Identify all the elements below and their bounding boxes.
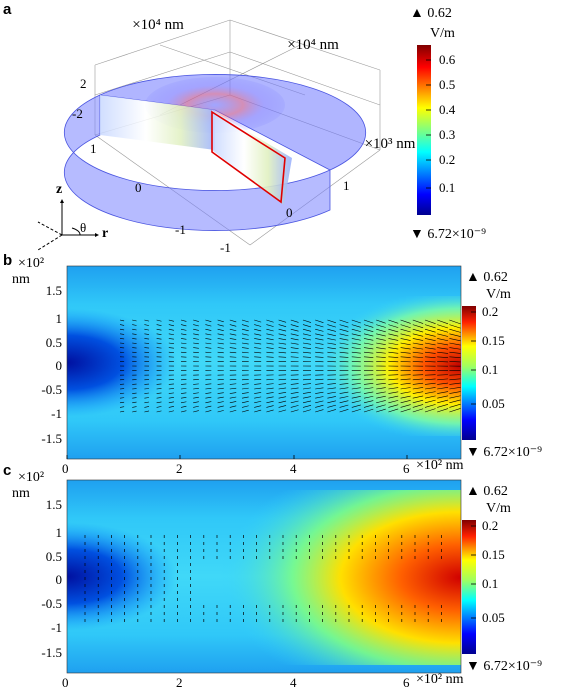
panel-b-colorbar-max: ▲ 0.62 — [466, 270, 508, 286]
panel-c-colorbar-unit: V/m — [486, 501, 511, 517]
panel-a-y-tick: 1 — [343, 178, 350, 194]
panel-c-x-unit: ×10² nm — [416, 672, 463, 688]
panel-b-y-tick: -0.5 — [30, 382, 62, 398]
panel-a-colorbar-unit: V/m — [430, 26, 455, 42]
coord-theta-label: θ — [80, 220, 86, 236]
panel-a-y-tick: -1 — [220, 240, 231, 256]
panel-a-3d-plot — [38, 20, 431, 250]
panel-a-z-tick: 2 — [80, 76, 87, 92]
panel-a-colorbar-tick: 0.1 — [439, 180, 455, 196]
coordinate-axes — [38, 200, 98, 250]
panel-c-x-tick: 0 — [62, 675, 69, 691]
panel-b-x-tick: 0 — [62, 461, 69, 477]
panel-b-y-tick: 0 — [36, 358, 62, 374]
panel-a-colorbar-max: ▲ 0.62 — [410, 6, 452, 22]
panel-a-y-tick: 0 — [286, 205, 293, 221]
panel-a-colorbar-min: ▼ 6.72×10⁻⁹ — [410, 226, 486, 243]
panel-b-colorbar-unit: V/m — [486, 287, 511, 303]
panel-a-z-tick: -2 — [72, 106, 83, 122]
panel-b-x-tick: 4 — [290, 461, 297, 477]
panel-c-colorbar-min: ▼ 6.72×10⁻⁹ — [466, 658, 542, 675]
panel-b-x-tick: 2 — [176, 461, 183, 477]
panel-a-colorbar-tick: 0.5 — [439, 77, 455, 93]
panel-a-z-unit: ×10³ nm — [360, 137, 420, 152]
panel-b-map — [67, 266, 476, 459]
panel-b-colorbar-tick: 0.2 — [482, 304, 498, 320]
panel-c-y-tick: 1 — [36, 525, 62, 541]
panel-c-y-tick: 0.5 — [36, 549, 62, 565]
panel-c-colorbar-tick: 0.15 — [482, 547, 505, 563]
panel-a-x-tick: -1 — [175, 222, 186, 238]
panel-b-colorbar-tick: 0.15 — [482, 333, 505, 349]
panel-b-y-tick: 1 — [36, 311, 62, 327]
panel-c-y-tick: -1.5 — [30, 645, 62, 661]
panel-a-y-unit: ×10⁴ nm — [283, 38, 343, 53]
panel-a-x-tick: 0 — [135, 180, 142, 196]
panel-b-y-tick: 1.5 — [36, 283, 62, 299]
panel-c-colorbar-tick: 0.05 — [482, 610, 505, 626]
panel-c-colorbar-tick: 0.1 — [482, 576, 498, 592]
panel-c-colorbar-max: ▲ 0.62 — [466, 484, 508, 500]
panel-b-y-tick: 0.5 — [36, 335, 62, 351]
panel-b-x-tick: 6 — [403, 461, 410, 477]
panel-b-y-unit: nm — [12, 272, 30, 288]
panel-c-map — [67, 480, 476, 673]
panel-c-x-tick: 4 — [290, 675, 297, 691]
panel-b-colorbar-tick: 0.05 — [482, 396, 505, 412]
panel-c-x-tick: 6 — [403, 675, 410, 691]
panel-a-colorbar-tick: 0.3 — [439, 127, 455, 143]
panel-b-colorbar — [462, 306, 476, 440]
panel-c-y-tick: 1.5 — [36, 497, 62, 513]
coord-z-label: z — [56, 182, 62, 198]
panel-a-x-tick: 1 — [90, 141, 97, 157]
panel-c-y-tick: -0.5 — [30, 596, 62, 612]
panel-a-colorbar — [417, 45, 431, 215]
panel-b-x-unit: ×10² nm — [416, 458, 463, 474]
panel-a-label: a — [3, 1, 11, 18]
panel-c-label: c — [3, 462, 11, 479]
panel-c-y-tick: 0 — [36, 572, 62, 588]
panel-b-y-unit-exp: ×10² — [18, 256, 44, 272]
panel-a-x-unit: ×10⁴ nm — [128, 18, 188, 33]
panel-b-y-tick: -1.5 — [30, 431, 62, 447]
panel-b-y-tick: -1 — [30, 406, 62, 422]
coord-r-label: r — [102, 226, 108, 242]
panel-c-x-tick: 2 — [176, 675, 183, 691]
panel-a-colorbar-tick: 0.2 — [439, 152, 455, 168]
panel-a-colorbar-tick: 0.4 — [439, 102, 455, 118]
panel-a-colorbar-tick: 0.6 — [439, 52, 455, 68]
panel-b-label: b — [3, 252, 12, 269]
panel-b-colorbar-tick: 0.1 — [482, 362, 498, 378]
panel-c-y-tick: -1 — [30, 620, 62, 636]
panel-c-y-unit-exp: ×10² — [18, 470, 44, 486]
panel-c-y-unit: nm — [12, 486, 30, 502]
panel-c-colorbar-tick: 0.2 — [482, 518, 498, 534]
panel-c-colorbar — [462, 520, 476, 654]
panel-b-colorbar-min: ▼ 6.72×10⁻⁹ — [466, 444, 542, 461]
